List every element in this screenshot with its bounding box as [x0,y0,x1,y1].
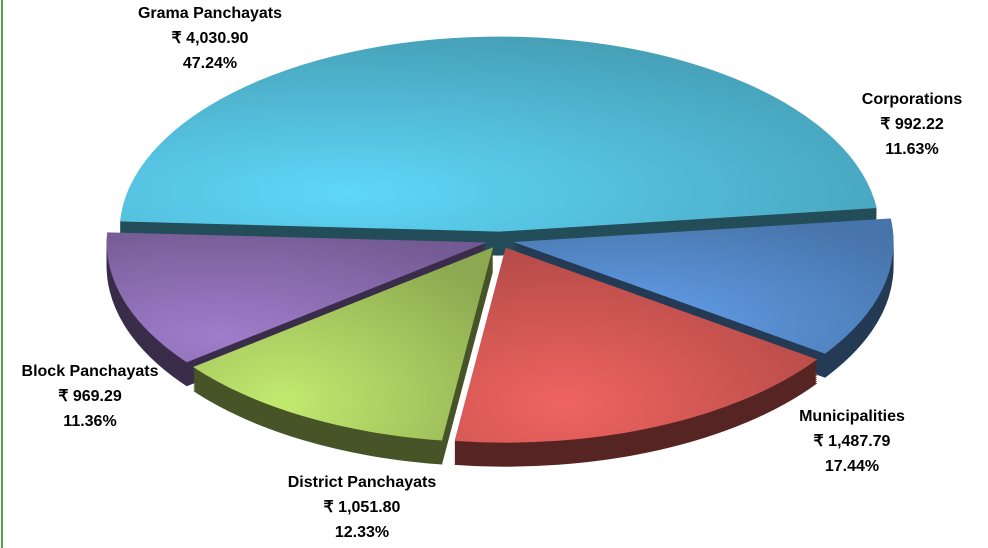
amount-label: ₹ 969.29 [58,388,122,405]
category-label: Block Panchayats [22,363,159,380]
slice [454,247,818,443]
percent-label: 47.24% [183,55,237,72]
slice [106,232,487,363]
category-label: District Panchayats [288,474,437,491]
category-label: Municipalities [799,408,905,425]
slice [120,36,877,232]
amount-label: ₹ 1,051.80 [324,499,401,516]
labels: Grama Panchayats ₹ 4,030.90 47.24% Corporat… [22,5,963,541]
percent-label: 11.63% [885,141,938,158]
slice [513,218,894,354]
amount-label: ₹ 4,030.90 [172,30,249,47]
percent-label: 17.44% [825,458,879,475]
percent-label: 12.33% [335,524,389,541]
amount-label: ₹ 1,487.79 [814,433,891,450]
category-label: Grama Panchayats [138,5,282,22]
amount-label: ₹ 992.22 [880,116,944,133]
percent-label: 11.36% [63,413,116,430]
slice [193,247,494,441]
pie [106,36,894,467]
category-label: Corporations [862,91,963,108]
